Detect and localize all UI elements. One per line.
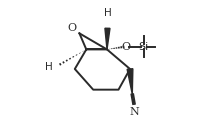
Text: H: H [45,62,52,72]
Text: N: N [129,107,139,117]
Polygon shape [105,28,110,49]
Polygon shape [127,69,133,94]
Text: O: O [67,23,76,33]
Text: O: O [121,42,131,52]
Text: H: H [104,8,111,18]
Text: Si: Si [139,42,149,52]
